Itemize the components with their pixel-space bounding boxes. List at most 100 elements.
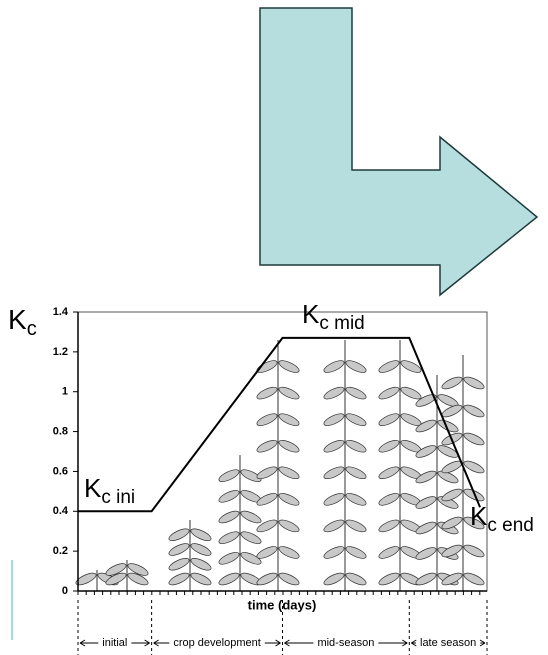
- kc-annotation: Kc mid: [302, 299, 365, 334]
- plant-leaf: [345, 546, 367, 559]
- plant-leaf: [415, 572, 437, 586]
- plant-leaf: [378, 519, 400, 533]
- plant-leaf: [127, 572, 149, 586]
- plant-leaf: [256, 386, 278, 400]
- plant-leaf: [168, 543, 190, 556]
- plant-leaf: [218, 572, 240, 586]
- plant-leaf: [190, 572, 212, 586]
- plant-leaf: [256, 519, 278, 533]
- l-arrow: [259, 7, 539, 297]
- y-axis-label: Kc: [8, 304, 37, 340]
- stage-label: mid-season: [317, 637, 374, 649]
- plant-leaf: [168, 572, 190, 586]
- plant-leaf: [463, 460, 485, 474]
- plant-leaf: [463, 404, 485, 418]
- plant-leaf: [378, 439, 400, 453]
- stage-arrow: [79, 639, 99, 647]
- plant-leaf: [345, 360, 367, 373]
- y-tick-label: 0.4: [53, 505, 69, 517]
- plant-leaf: [278, 493, 300, 506]
- plant-leaf: [190, 528, 212, 541]
- plant-leaf: [415, 496, 437, 509]
- plant-leaf: [323, 386, 345, 400]
- stage-label: late season: [420, 637, 476, 649]
- plant-leaf: [345, 386, 367, 400]
- plant-leaf: [190, 558, 212, 571]
- y-label-main: K: [8, 304, 27, 335]
- stage-arrow: [411, 639, 417, 647]
- plant-leaf: [323, 519, 345, 533]
- plant-leaf: [256, 546, 278, 559]
- plant-leaf: [345, 439, 367, 453]
- plant-leaf: [218, 531, 240, 544]
- plant-leaf: [400, 360, 422, 373]
- plant-leaf: [256, 439, 278, 453]
- plant-leaf: [278, 546, 300, 559]
- plant-leaf: [218, 469, 240, 482]
- plant-leaf: [463, 376, 485, 390]
- plant-leaf: [323, 466, 345, 480]
- plant-leaf: [378, 360, 400, 373]
- plant-leaf: [218, 552, 240, 565]
- y-tick-label: 0.6: [53, 465, 68, 477]
- stage-arrow: [479, 639, 486, 647]
- plant-leaf: [127, 563, 149, 576]
- y-tick-label: 0.8: [53, 425, 68, 437]
- kc-annotation: Kc ini: [84, 473, 135, 508]
- kc-curve: [78, 336, 481, 513]
- plant-leaf: [278, 572, 300, 586]
- plant-drawings: [75, 340, 485, 591]
- stage-arrow: [153, 639, 170, 647]
- plant-leaf: [415, 394, 437, 407]
- plant-leaf: [105, 572, 127, 586]
- kc-annotation: Kc end: [470, 501, 534, 536]
- plant-leaf: [345, 466, 367, 480]
- y-tick-label: 1.2: [53, 346, 68, 358]
- plant-leaf: [463, 516, 485, 530]
- plant-leaf: [441, 516, 463, 530]
- plant-leaf: [240, 510, 262, 524]
- y-tick-label: 0.2: [53, 545, 68, 557]
- plant-leaf: [278, 413, 300, 426]
- plant-leaf: [378, 386, 400, 400]
- plant-leaf: [278, 466, 300, 480]
- plant-leaf: [256, 572, 278, 586]
- plant-leaf: [323, 493, 345, 506]
- plant-leaf: [378, 466, 400, 480]
- stage-label: crop development: [173, 637, 260, 649]
- plant-leaf: [400, 386, 422, 400]
- plant-leaf: [441, 376, 463, 390]
- plant-leaf: [278, 439, 300, 453]
- plant-leaf: [240, 469, 262, 482]
- plant-leaf: [463, 572, 485, 586]
- plant-leaf: [345, 572, 367, 586]
- kc-main: K: [84, 473, 102, 503]
- plant-leaf: [240, 552, 262, 565]
- plant-leaf: [256, 493, 278, 506]
- kc-main: K: [470, 501, 488, 531]
- y-tick-label: 1: [62, 386, 68, 398]
- kc-main: K: [302, 299, 320, 329]
- kc-sub: c mid: [319, 313, 364, 334]
- plant-leaf: [256, 360, 278, 373]
- plant-leaf: [323, 572, 345, 586]
- plant-leaf: [168, 558, 190, 571]
- plant-leaf: [437, 419, 459, 433]
- plant-leaf: [378, 572, 400, 586]
- plant-leaf: [415, 470, 437, 484]
- plant-leaf: [323, 439, 345, 453]
- plant-leaf: [415, 419, 437, 433]
- stage-arrow: [378, 639, 408, 647]
- kc-sub: c end: [487, 515, 533, 536]
- plant-leaf: [256, 413, 278, 426]
- y-tick-label: 1.4: [53, 306, 69, 318]
- stage-label: initial: [102, 637, 127, 649]
- plant-leaf: [323, 546, 345, 559]
- stage-arrow: [131, 639, 150, 647]
- stage-arrow: [284, 639, 314, 647]
- plant-leaf: [415, 547, 437, 560]
- y-tick-label: 0: [62, 585, 68, 597]
- plant-leaf: [278, 360, 300, 373]
- plant-leaf: [345, 413, 367, 426]
